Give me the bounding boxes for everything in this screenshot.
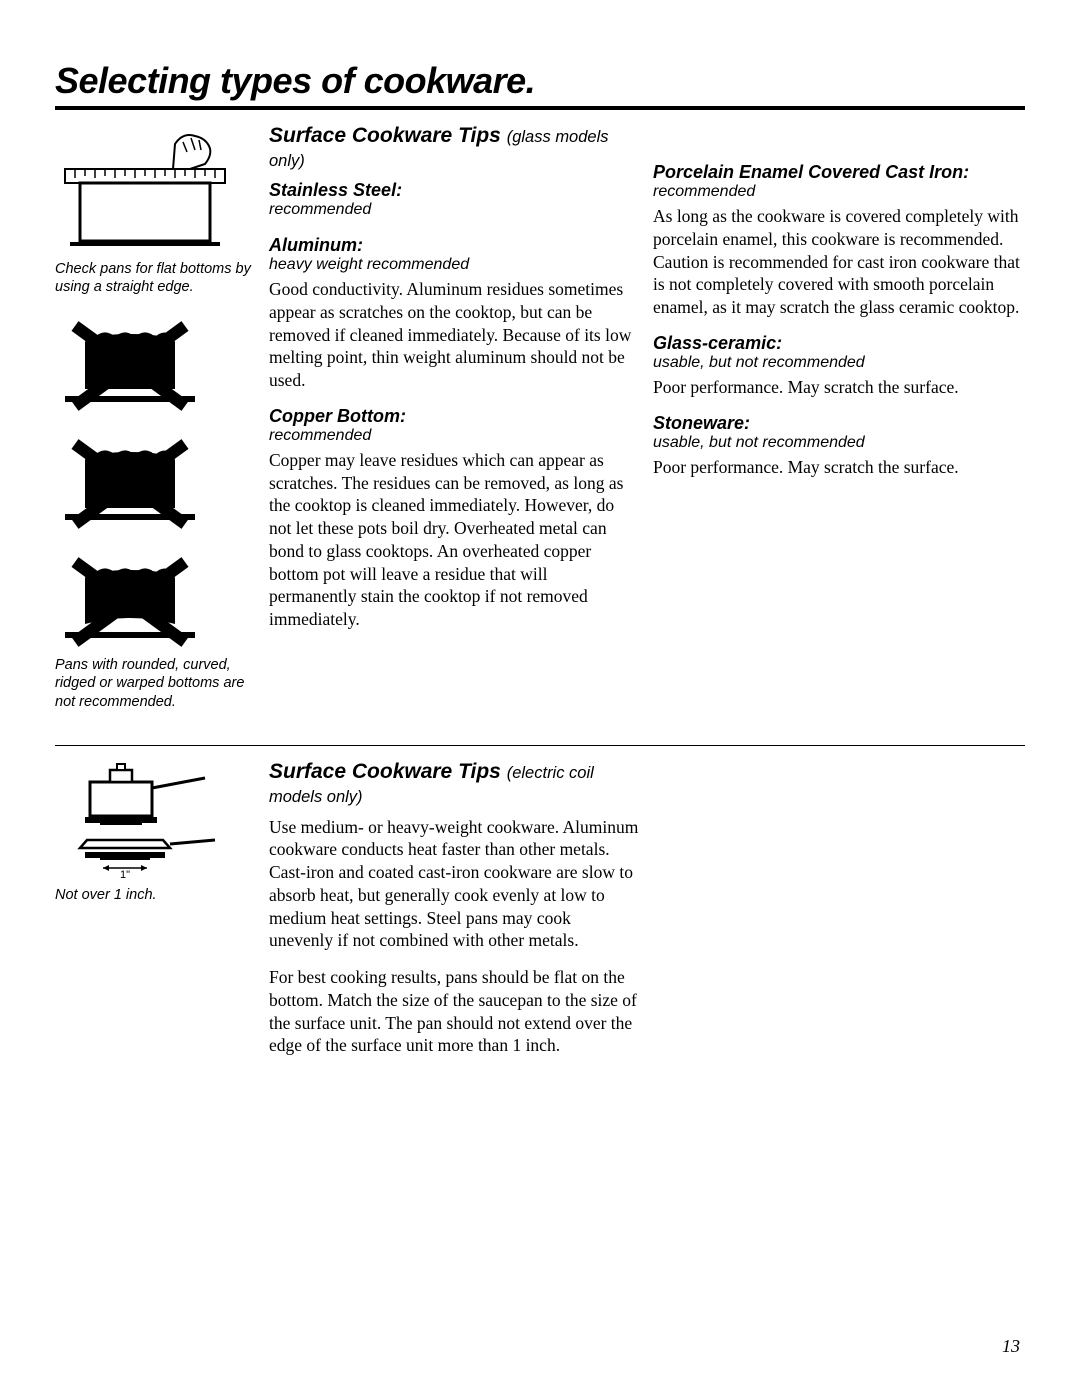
caption-ruler: Check pans for flat bottoms by using a s…	[55, 260, 253, 296]
mat-aluminum-body: Good conductivity. Aluminum residues som…	[269, 278, 639, 392]
heading-main: Surface Cookware Tips	[269, 124, 501, 147]
section-divider	[55, 745, 1025, 746]
illustration-ruler-pan: Check pans for flat bottoms by using a s…	[55, 124, 253, 296]
mat-glassceramic-body: Poor performance. May scratch the surfac…	[653, 376, 1023, 399]
mat-stainless-rec: recommended	[269, 201, 641, 219]
mat-glassceramic-rec: usable, but not recommended	[653, 354, 1025, 372]
mat-aluminum-head: Aluminum:	[269, 235, 641, 256]
mat-stainless-head: Stainless Steel:	[269, 180, 641, 201]
dim-label: 1"	[120, 869, 130, 880]
coil-right-empty	[653, 760, 1025, 1072]
coil-body-1: Use medium- or heavy-weight cookware. Al…	[269, 816, 639, 953]
mat-stoneware-head: Stoneware:	[653, 413, 1025, 434]
mat-aluminum-rec: heavy weight recommended	[269, 256, 641, 274]
mat-porcelain-rec: recommended	[653, 183, 1025, 201]
right-column: Porcelain Enamel Covered Cast Iron: reco…	[653, 124, 1025, 729]
illustration-pan-overhang: 1" Not over 1 inch.	[55, 760, 253, 904]
section-glass-models: Check pans for flat bottoms by using a s…	[55, 124, 1025, 729]
caption-overhang: Not over 1 inch.	[55, 886, 253, 904]
mat-stoneware-rec: usable, but not recommended	[653, 434, 1025, 452]
section-heading-glass: Surface Cookware Tips (glass models only…	[269, 124, 641, 172]
mat-glassceramic-head: Glass-ceramic:	[653, 333, 1025, 354]
mat-stoneware-body: Poor performance. May scratch the surfac…	[653, 456, 1023, 479]
title-rule	[55, 106, 1025, 110]
heading-main-2: Surface Cookware Tips	[269, 760, 501, 783]
mat-porcelain-head: Porcelain Enamel Covered Cast Iron:	[653, 162, 1025, 183]
page-number: 13	[1002, 1336, 1020, 1357]
mat-copper-rec: recommended	[269, 427, 641, 445]
mid-column: Surface Cookware Tips (glass models only…	[269, 124, 641, 729]
illustration-bad-pan-1	[55, 314, 253, 414]
coil-text-column: Surface Cookware Tips (electric coil mod…	[269, 760, 641, 1072]
illustration-bad-pan-3: Pans with rounded, curved, ridged or war…	[55, 550, 253, 710]
illustration-bad-pan-2	[55, 432, 253, 532]
page-title: Selecting types of cookware.	[55, 60, 1025, 102]
caption-bad-pans: Pans with rounded, curved, ridged or war…	[55, 656, 253, 710]
mat-copper-body: Copper may leave residues which can appe…	[269, 449, 639, 631]
mat-copper-head: Copper Bottom:	[269, 406, 641, 427]
section-heading-coil: Surface Cookware Tips (electric coil mod…	[269, 760, 641, 808]
section-coil-models: 1" Not over 1 inch. Surface Cookware Tip…	[55, 760, 1025, 1072]
mat-porcelain-body: As long as the cookware is covered compl…	[653, 205, 1023, 319]
coil-body-2: For best cooking results, pans should be…	[269, 966, 639, 1057]
left-illustration-column: Check pans for flat bottoms by using a s…	[55, 124, 257, 729]
left-illustration-column-2: 1" Not over 1 inch.	[55, 760, 257, 1072]
